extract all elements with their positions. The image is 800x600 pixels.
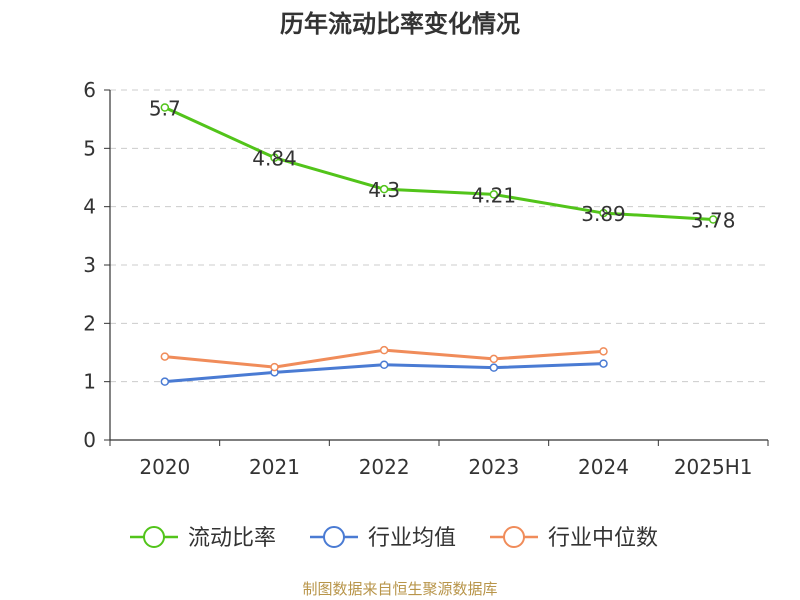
x-tick-label-2020: 2020 [139,455,190,479]
y-tick-label: 6 [83,78,96,102]
y-tick-label: 3 [83,253,96,277]
legend[interactable]: 流动比率 行业均值 行业中位数 [130,526,658,551]
x-tick-label-2025H1: 2025H1 [674,455,753,479]
grid-lines [110,89,768,383]
y-tick-label: 4 [83,195,96,219]
y-tick-label: 0 [83,428,96,452]
data-point-1-2 [379,360,389,369]
data-label: 4.21 [472,183,517,207]
legend-label: 行业中位数 [548,526,658,551]
data-point-2-0 [160,352,170,361]
data-point-2-2 [379,345,389,355]
data-point-2-4 [599,347,608,356]
data-point-1-0 [160,377,170,386]
legend-marker-icon [323,526,345,548]
series-line-0 [163,106,715,221]
chart-title: 历年流动比率变化情况 [280,10,520,38]
data-point-0-5 [708,215,718,224]
x-tick-label-2023: 2023 [468,455,519,479]
legend-marker-icon [503,526,525,548]
data-labels: 5.7 4.84 4.3 4.21 3.89 3.78 [149,97,736,233]
data-label: 3.89 [581,202,626,226]
x-tick-label-2022: 2022 [359,455,410,479]
data-point-2-3 [489,354,499,364]
data-point-0-4 [599,208,608,218]
data-point-2-1 [270,362,279,372]
y-tick-label: 2 [83,311,96,335]
legend-label: 行业均值 [368,526,456,551]
data-point-0-0 [160,103,170,112]
data-label: 3.78 [691,209,736,233]
axes: 0 1 2 3 4 5 6 2020 2021 2022 2023 2024 2025H1 [83,78,769,479]
data-point-1-4 [599,359,608,368]
data-label: 4.84 [252,147,297,171]
legend-marker-icon [143,526,165,548]
y-tick-label: 5 [83,136,96,160]
x-tick-label-2021: 2021 [249,455,300,479]
legend-label: 流动比率 [188,526,276,551]
legend-item-0[interactable]: 流动比率 [130,526,276,551]
data-point-0-1 [270,153,279,162]
data-point-0-2 [379,184,389,194]
y-tick-label: 1 [83,370,96,394]
legend-item-1[interactable]: 行业均值 [310,526,456,551]
legend-item-2[interactable]: 行业中位数 [490,526,658,551]
series [160,103,718,386]
data-label: 5.7 [149,97,181,121]
data-point-1-3 [489,363,499,372]
data-label: 4.3 [368,178,400,202]
data-point-0-3 [489,190,499,199]
source-note: 制图数据来自恒生聚源数据库 [302,580,498,598]
x-tick-label-2024: 2024 [578,455,629,479]
